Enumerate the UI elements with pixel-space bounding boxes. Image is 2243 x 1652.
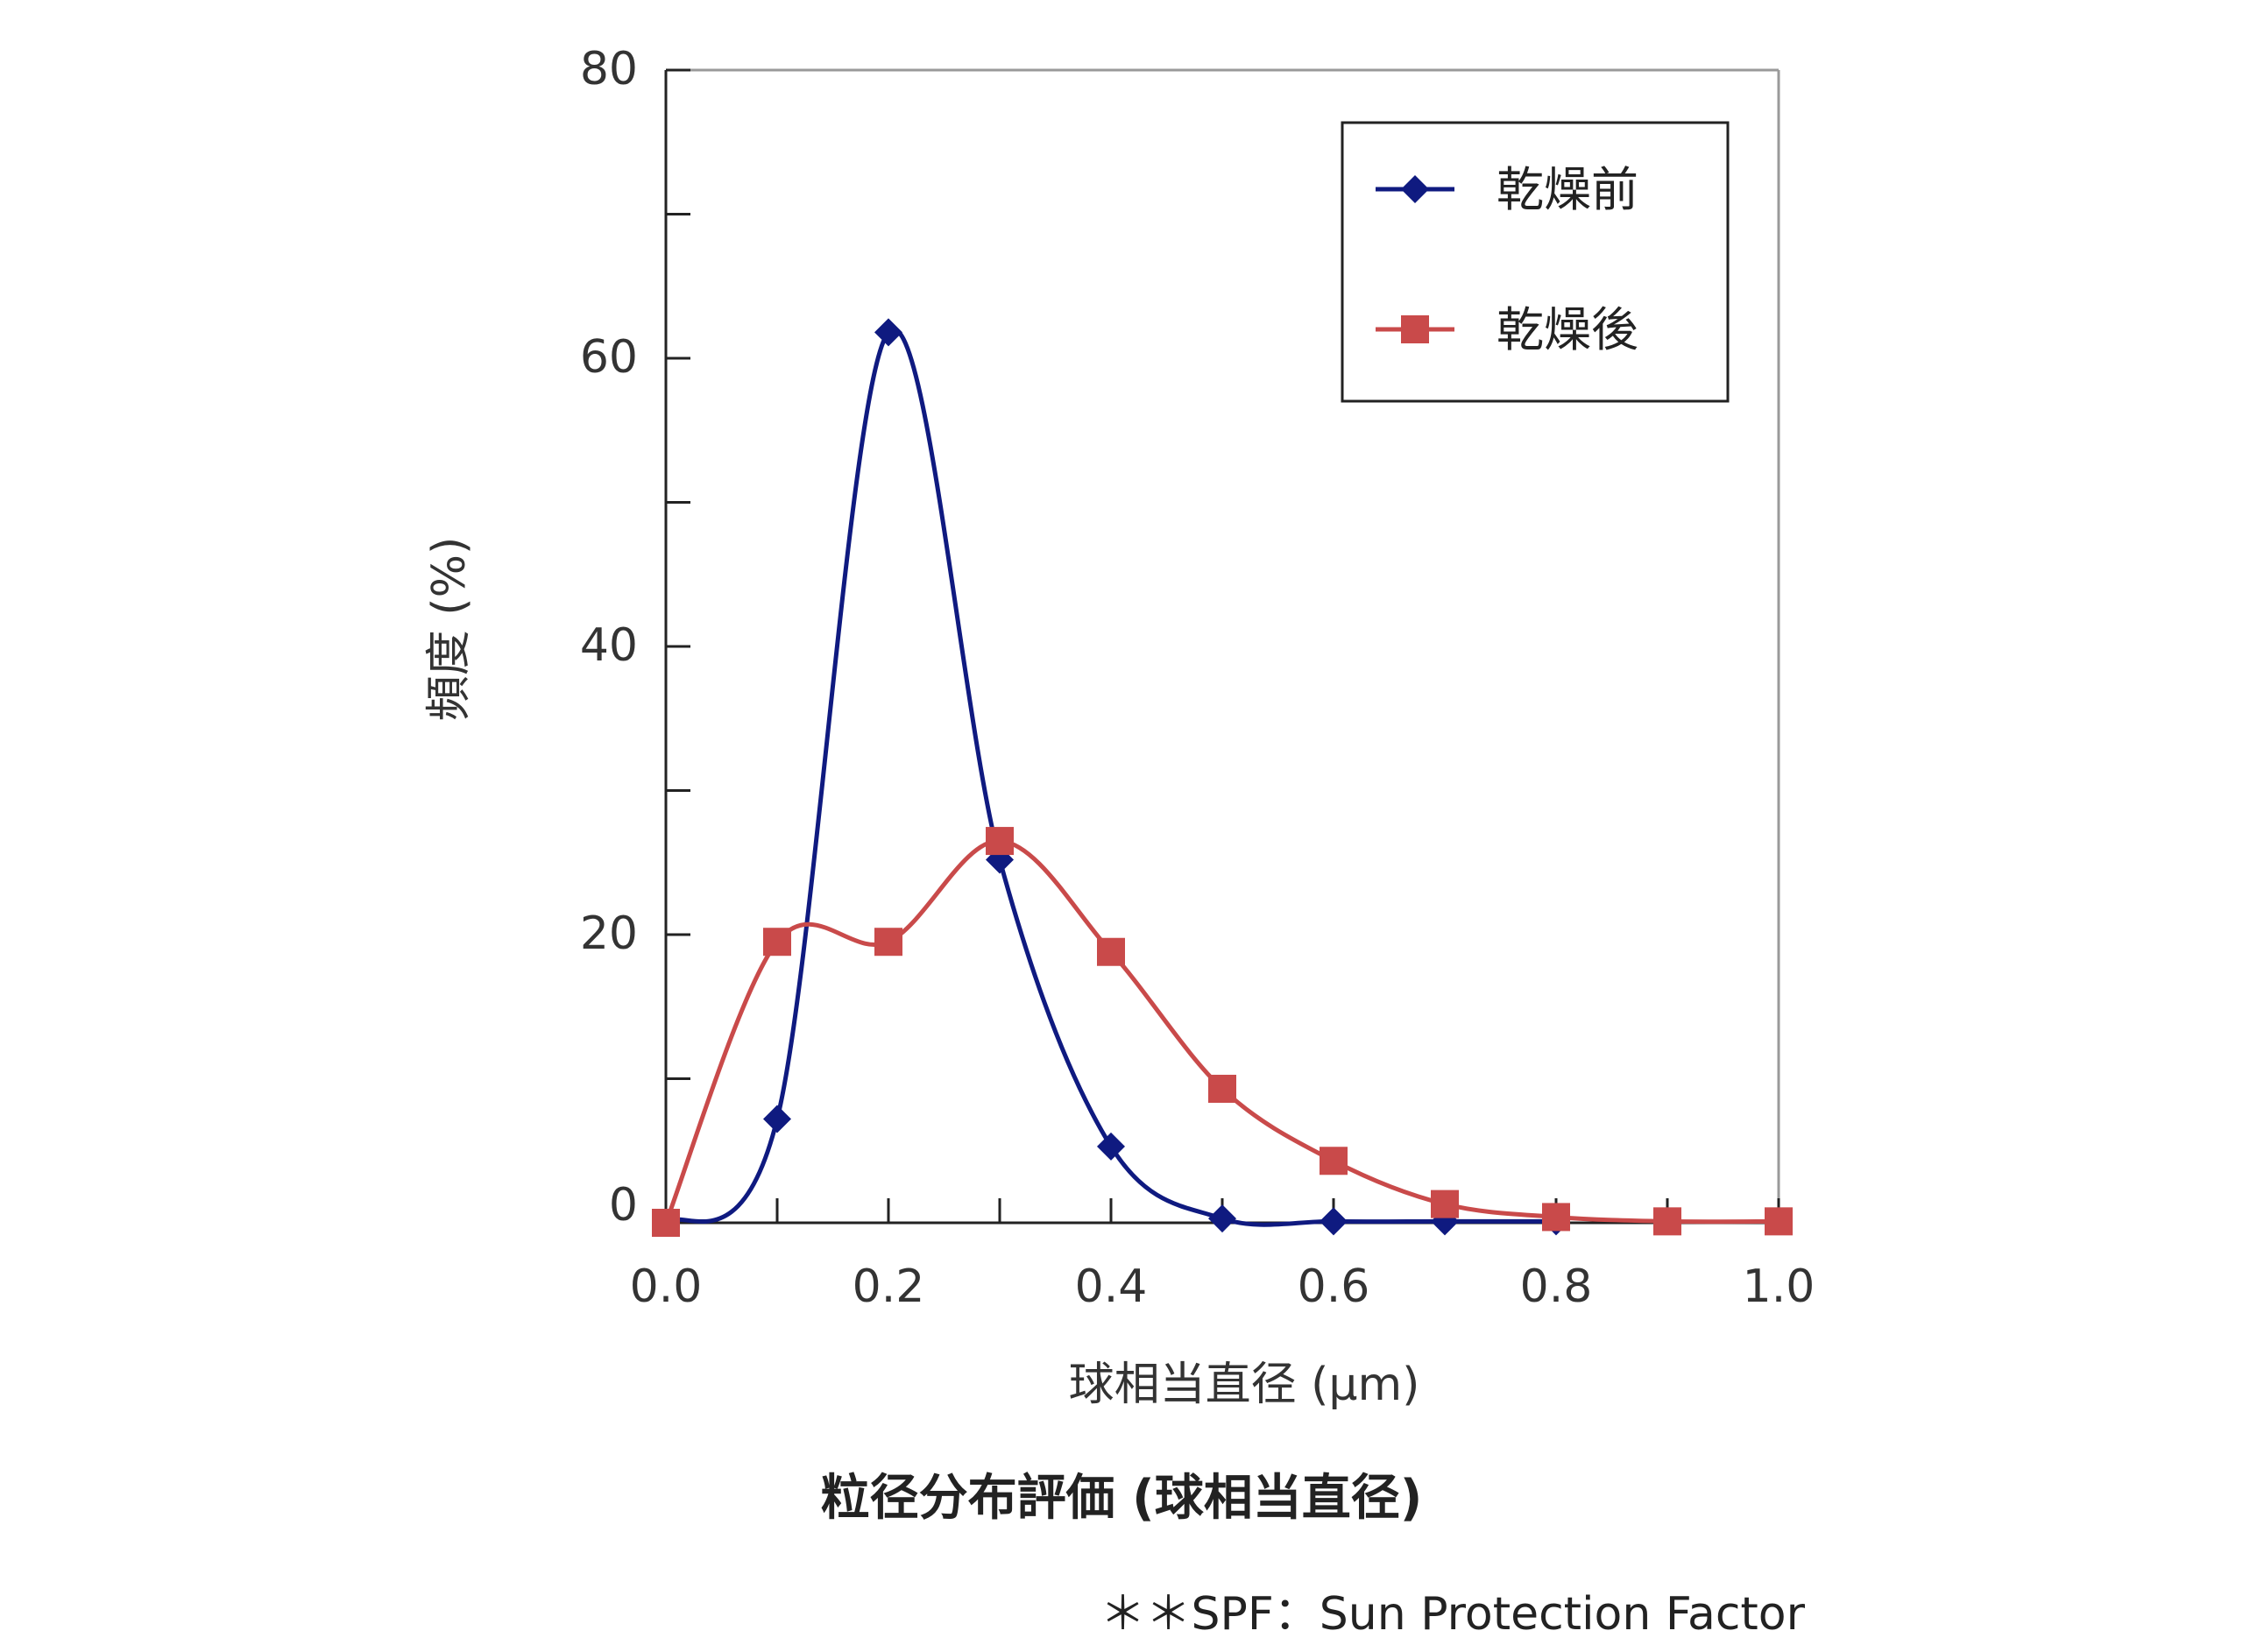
data-point bbox=[763, 1105, 791, 1133]
data-point bbox=[1208, 1204, 1236, 1233]
x-tick-label: 0.2 bbox=[853, 1260, 925, 1313]
footnote: ＊＊SPF：Sun Protection Factor bbox=[1100, 1588, 1805, 1641]
y-axis-label: 頻度 (%) bbox=[423, 537, 476, 722]
data-point bbox=[1320, 1207, 1348, 1236]
y-tick-label: 0 bbox=[609, 1179, 638, 1232]
y-tick-label: 20 bbox=[580, 907, 638, 960]
data-point bbox=[763, 928, 791, 957]
chart-caption: 粒径分布評価 (球相当直径) bbox=[820, 1470, 1423, 1527]
y-tick-label: 40 bbox=[580, 619, 638, 672]
x-tick-label: 1.0 bbox=[1743, 1260, 1815, 1313]
legend-label: 乾燥後 bbox=[1497, 302, 1638, 357]
x-tick-label: 0.6 bbox=[1298, 1260, 1370, 1313]
data-point bbox=[652, 1209, 680, 1237]
data-point bbox=[1208, 1075, 1236, 1104]
y-tick-label: 60 bbox=[580, 331, 638, 384]
data-point bbox=[1097, 1132, 1125, 1161]
legend-label: 乾燥前 bbox=[1497, 162, 1638, 217]
x-tick-label: 0.0 bbox=[630, 1260, 703, 1313]
series-after-drying bbox=[652, 827, 1793, 1237]
x-tick-label: 0.8 bbox=[1520, 1260, 1593, 1313]
series-line bbox=[663, 838, 1780, 1225]
data-point bbox=[1431, 1190, 1459, 1218]
x-axis-label: 球相当直径 (μm) bbox=[1069, 1359, 1420, 1411]
chart-ticks: 0 20 40 60 80 0.0 0.2 0.4 0.6 0.8 1.0 bbox=[580, 43, 1815, 1313]
data-point bbox=[874, 318, 902, 347]
data-point bbox=[1542, 1203, 1570, 1232]
series-line bbox=[664, 327, 1556, 1227]
chart-series bbox=[652, 318, 1793, 1237]
x-tick-label: 0.4 bbox=[1075, 1260, 1148, 1313]
data-point bbox=[1765, 1207, 1793, 1236]
legend-marker bbox=[1401, 315, 1429, 343]
legend-box bbox=[1341, 121, 1730, 403]
data-point bbox=[1320, 1147, 1348, 1175]
y-tick-label: 80 bbox=[580, 43, 638, 95]
data-point bbox=[1097, 937, 1125, 966]
data-point bbox=[874, 928, 902, 957]
legend-marker bbox=[1401, 175, 1429, 203]
data-point bbox=[1653, 1207, 1681, 1236]
series-before-drying bbox=[652, 318, 1570, 1237]
data-point bbox=[986, 827, 1014, 856]
